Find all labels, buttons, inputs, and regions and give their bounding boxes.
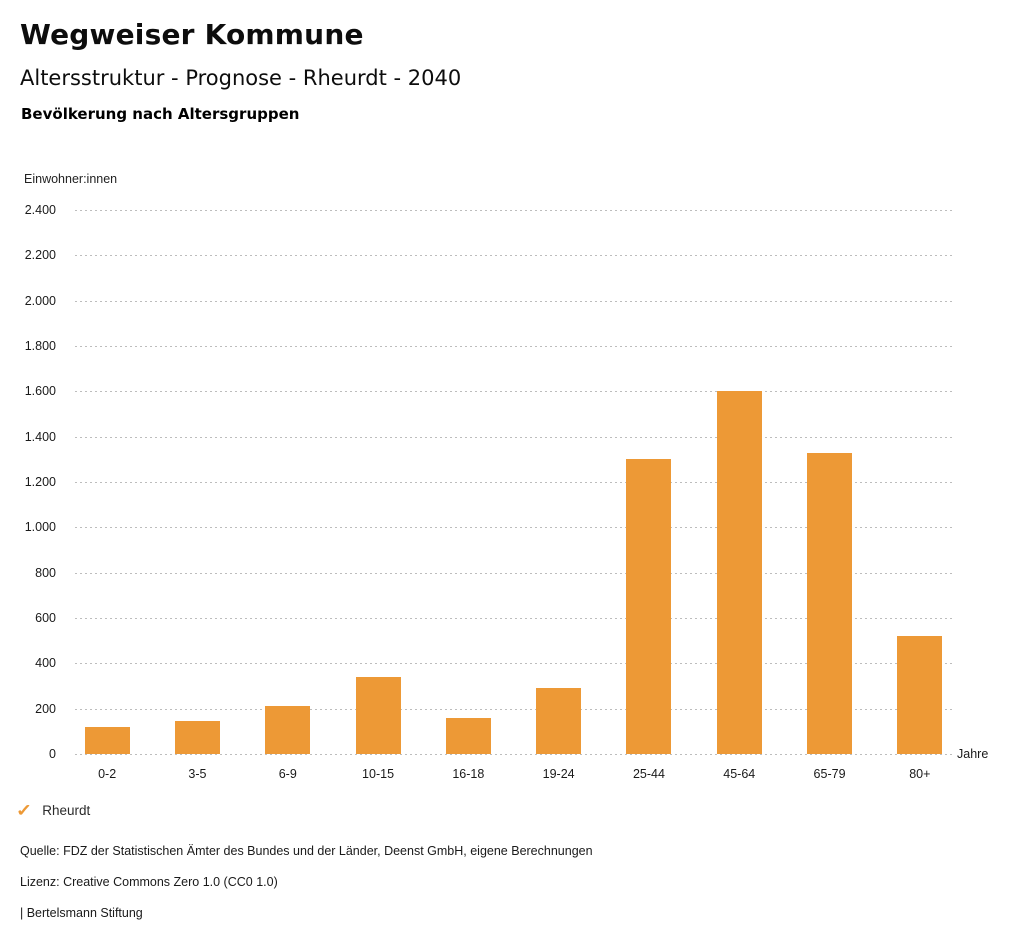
x-axis-tick: 80+ [909,767,931,781]
bar-0-2[interactable] [84,726,130,754]
bar-80+[interactable] [897,636,943,754]
x-axis-tick: 19-24 [542,767,575,781]
y-axis-tick: 200 [35,701,56,716]
gridline [75,663,953,665]
y-axis-tick: 400 [35,656,56,671]
y-axis-tick: 1.600 [24,384,56,399]
page-title: Wegweiser Kommune [20,18,364,51]
bar-25-44[interactable] [626,459,672,754]
check-icon: ✓ [15,801,33,820]
x-axis-tick: 65-79 [813,767,846,781]
gridline [75,572,953,574]
x-axis-tick: 0-2 [98,767,117,781]
gridline [75,708,953,710]
gridline [75,346,953,347]
legend-label: Rheurdt [42,803,91,818]
gridline [75,618,953,619]
x-axis-tick: 16-18 [452,767,485,781]
source-text: Quelle: FDZ der Statistischen Ämter des … [20,844,593,858]
gridline [75,210,953,211]
chart-title: Altersstruktur - Prognose - Rheurdt - 20… [20,66,462,90]
gridline [75,255,953,257]
bar-chart: 0-2 3-5 6-9 10-15 16-18 19-24 25-44 45-64 65-79 8… [62,210,965,810]
y-axis-tick: 2.400 [24,203,56,217]
chart-heading: Bevölkerung nach Altersgruppen [21,105,300,123]
x-axis-tick: 10-15 [362,767,395,781]
bar-65-79[interactable] [807,452,853,754]
chart-grid [75,210,953,755]
gridline [75,482,953,483]
x-axis-tick: 6-9 [278,767,297,781]
bar-16-18[interactable] [445,717,491,754]
x-axis-tick: 25-44 [632,767,665,781]
x-axis-tick: 3-5 [188,767,207,781]
y-axis-tick: 1.400 [24,429,56,444]
y-axis-tick: 2.000 [24,293,56,308]
bar-6-9[interactable] [265,706,311,754]
y-axis-tick: 1.000 [24,520,56,535]
y-axis-tick: 600 [35,611,56,625]
gridline [75,754,953,755]
x-axis-unit: Jahre [957,747,989,761]
y-axis-tick: 2.200 [24,248,56,263]
gridline [75,391,953,393]
gridline [75,527,953,529]
bar-19-24[interactable] [536,688,582,754]
gridline [75,436,953,438]
bar-10-15[interactable] [355,676,401,754]
y-axis-ticks: 2.400 2.200 2.000 1.800 1.600 1.400 1.200 1.000… [0,0,56,946]
license-text: Lizenz: Creative Commons Zero 1.0 (CC0 1… [20,875,278,889]
y-axis-tick: 1.800 [24,339,56,353]
x-axis-tick: 45-64 [723,767,756,781]
y-axis-tick: 1.200 [24,475,56,489]
legend[interactable]: ✓ Rheurdt [15,801,91,820]
y-axis-title: Einwohner:innen [24,172,118,186]
bar-45-64[interactable] [716,391,762,754]
y-axis-tick: 800 [35,565,56,580]
bar-3-5[interactable] [174,721,220,754]
y-axis-tick: 0 [49,747,56,761]
gridline [75,300,953,302]
attribution-text: | Bertelsmann Stiftung [20,906,143,920]
